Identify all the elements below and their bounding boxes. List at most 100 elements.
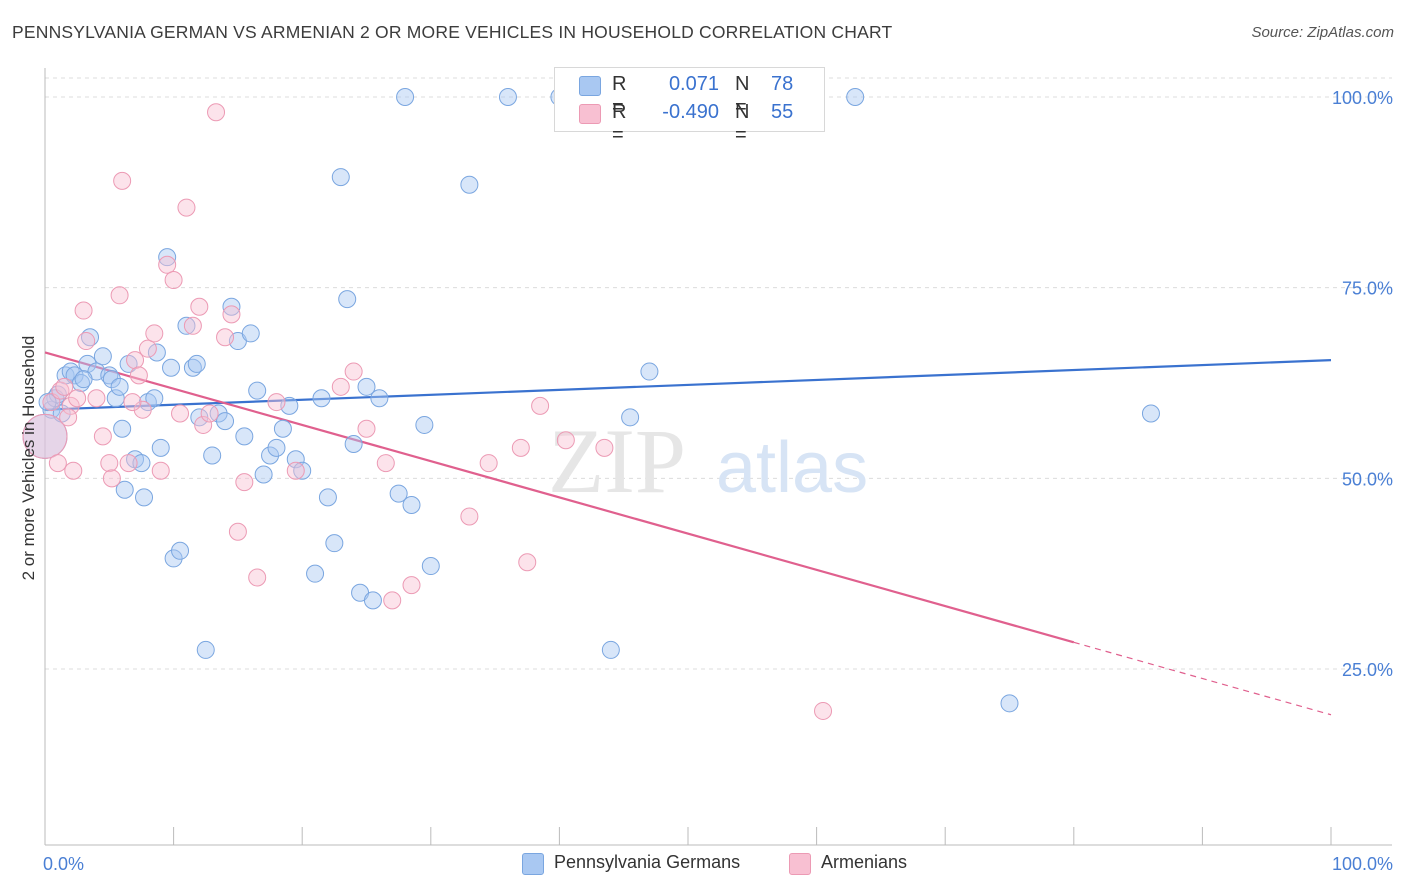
legend-label: Pennsylvania Germans [554,852,741,872]
point-pennsylvania-german [147,343,166,362]
point-armenian [123,393,142,412]
legend-n-value: 55 [771,101,794,123]
point-pennsylvania-german [601,640,620,659]
point-armenian [87,389,106,408]
point-armenian [110,286,129,305]
point-pennsylvania-german [344,435,363,454]
point-pennsylvania-german [402,496,421,515]
point-armenian [177,198,196,217]
point-armenian [216,328,235,347]
point-pennsylvania-german [132,454,151,473]
point-armenian [595,438,614,457]
point-armenian [77,332,96,351]
y-tick-label: 100.0% [1332,88,1393,108]
trend-line-solid [44,351,1075,644]
point-armenian [460,507,479,526]
series-armenians [22,103,833,720]
point-armenian [200,404,219,423]
point-armenian [228,522,247,541]
legend-r-value: -0.490 [662,101,719,123]
point-pennsylvania-german [248,381,267,400]
point-armenian [129,366,148,385]
trend-line-solid [44,359,1332,411]
point-armenian [100,454,119,473]
point-armenian [518,553,537,572]
y-tick-label: 25.0% [1342,660,1393,680]
stats-legend: R = 0.071 N = 78 R = -0.490 N = 55 [554,67,825,146]
point-armenian [531,396,550,415]
point-pennsylvania-german [164,549,183,568]
point-pennsylvania-german [115,480,134,499]
x-tick-label-right: 100.0% [1332,854,1393,874]
point-armenian [113,171,132,190]
point-armenian [357,419,376,438]
point-pennsylvania-german [846,88,865,106]
point-pennsylvania-german [171,541,190,560]
x-tick-label-left: 0.0% [43,854,84,874]
axes [44,68,1392,846]
point-pennsylvania-german [421,557,440,576]
point-armenian [55,377,74,396]
point-pennsylvania-german [460,175,479,194]
point-armenian [376,454,395,473]
point-armenian [344,362,363,381]
point-armenian [48,454,67,473]
point-armenian [814,701,833,720]
point-armenian [556,431,575,450]
point-pennsylvania-german [93,347,112,366]
point-pennsylvania-german [74,370,93,389]
legend-r-label: R = [612,101,627,146]
legend-r-value: 0.071 [668,73,719,95]
trend-line-dashed [1073,641,1332,716]
point-pennsylvania-german [621,408,640,427]
point-pennsylvania-german [1000,694,1019,713]
legend-swatch-pink [789,853,811,875]
point-pennsylvania-german [65,366,84,385]
y-tick-label: 75.0% [1342,279,1393,299]
point-armenian [74,301,93,320]
point-armenian [59,408,78,427]
point-armenian [68,389,87,408]
point-pennsylvania-german [203,446,222,465]
point-pennsylvania-german [306,564,325,583]
legend-n-label: N = [735,101,750,146]
point-pennsylvania-german [318,488,337,507]
point-armenian [183,316,202,335]
point-pennsylvania-german [187,354,206,373]
point-pennsylvania-german [113,419,132,438]
point-armenian [248,568,267,587]
point-armenian [194,415,213,434]
point-pennsylvania-german [102,370,121,389]
point-armenian [119,454,138,473]
trend-line-armenians [44,351,1332,716]
point-pennsylvania-german [177,316,196,335]
point-pennsylvania-german [254,465,273,484]
point-armenian [383,591,402,610]
point-pennsylvania-german [338,290,357,309]
point-pennsylvania-german [216,412,235,431]
legend-swatch-blue [579,76,601,96]
tick-labels: 100.0% 75.0% 50.0% 25.0% 0.0% 100.0% [43,88,1393,874]
point-armenian [402,576,421,595]
point-armenian [164,271,183,290]
legend-r-label: R = [612,73,627,118]
chart-title: PENNSYLVANIA GERMAN VS ARMENIAN 2 OR MOR… [12,22,893,42]
point-armenian [64,461,83,480]
legend-n-label: N = [735,73,750,118]
point-pennsylvania-german [222,297,241,316]
point-pennsylvania-german [110,377,129,396]
watermark: ZIP atlas [548,410,868,512]
trend-line-pennsylvania-germans [44,359,1332,411]
point-armenian [138,339,157,358]
point-pennsylvania-german [162,358,181,377]
point-armenian [102,469,121,488]
point-armenian [286,461,305,480]
point-pennsylvania-german [312,389,331,408]
point-pennsylvania-german [640,362,659,381]
point-armenian [267,393,286,412]
point-armenian [207,103,226,122]
point-pennsylvania-german [106,389,125,408]
point-pennsylvania-german [1141,404,1160,423]
point-armenian [190,297,209,316]
